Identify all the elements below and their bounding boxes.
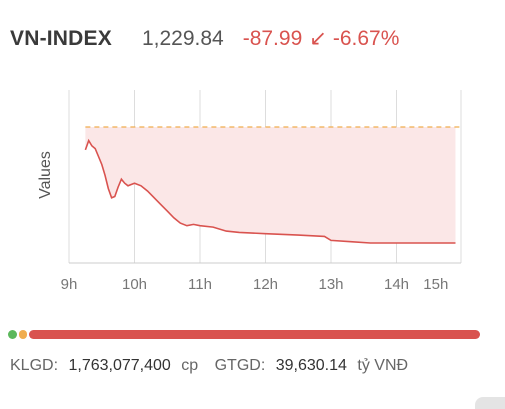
gtgd-label: GTGD: [214, 357, 266, 374]
advance-segment [8, 330, 18, 339]
decline-segment [28, 330, 480, 339]
trading-summary: KLGD: 1,763,077,400 cp GTGD: 39,630.14 t… [10, 357, 500, 383]
series-line [84, 138, 456, 244]
klgd-label: KLGD: [10, 357, 59, 374]
index-name: VN-INDEX [10, 27, 112, 50]
unchanged-segment [19, 330, 27, 339]
x-tick-label: 12h [253, 276, 278, 293]
y-axis-label: Values [37, 151, 54, 199]
x-tick-label: 11h [188, 276, 212, 293]
klgd-unit: cp [181, 357, 199, 374]
index-header: VN-INDEX 1,229.84 -87.99 ↙ -6.67% [10, 26, 500, 60]
gtgd-value: 39,630.14 [275, 357, 347, 374]
corner-tab [475, 397, 505, 409]
chart-fill-area [85, 127, 456, 243]
gtgd-unit: tỷ VNĐ [357, 357, 409, 374]
klgd-value: 1,763,077,400 [68, 357, 171, 374]
market-breadth-bar [8, 330, 480, 339]
x-tick-labels: 9h 10h 11h 12h 13h 14h 15h [61, 276, 449, 293]
index-change-percent: -6.67% [332, 27, 400, 50]
x-tick-label: 13h [318, 276, 343, 293]
x-tick-label: 15h [423, 276, 448, 293]
x-tick-label: 14h [384, 276, 409, 293]
index-value: 1,229.84 [141, 27, 224, 50]
x-tick-label: 9h [61, 276, 78, 293]
x-tick-label: 10h [122, 276, 147, 293]
intraday-chart: 9h 10h 11h 12h 13h 14h 15h Values [37, 90, 462, 293]
index-change: -87.99 [242, 27, 303, 50]
arrow-down-left-icon: ↙ [309, 27, 327, 50]
